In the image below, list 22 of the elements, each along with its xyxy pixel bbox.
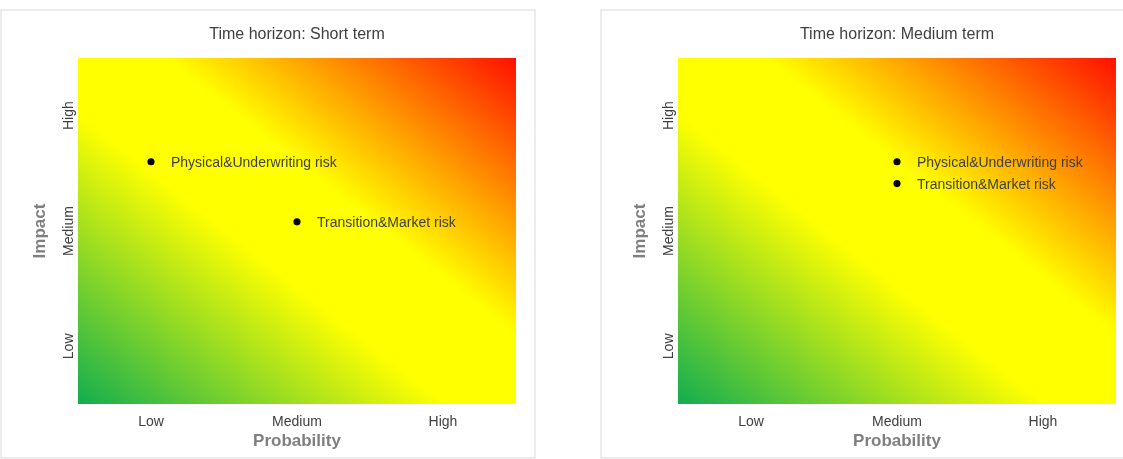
category-label: Medium [660,206,676,256]
category-label: Medium [60,206,76,256]
category-label: Low [660,333,676,360]
chart-title: Time horizon: Short term [209,25,385,42]
category-label: Low [60,333,76,360]
annotation: Transition&Market risk [917,175,1057,192]
category-label: High [660,101,676,131]
x-tick-label: Medium [872,413,922,429]
x-tick-label: High [1028,413,1058,429]
chart-title: Time horizon: Medium term [799,25,995,42]
x-axis-title: Probability [853,431,942,450]
annotation: Transition&Market risk [317,213,457,230]
x-tick-label: Medium [272,413,322,429]
annotation: Physical&Underwriting risk [917,153,1084,170]
x-tick-label: Low [138,413,165,429]
y-axis-title: Impact [30,203,49,259]
y-axis-title: Impact [630,203,649,259]
x-tick-label: Low [738,413,765,429]
x-tick-label: High [428,413,458,429]
annotation: Physical&Underwriting risk [171,153,338,170]
category-label: High [60,101,76,131]
x-axis-title: Probability [253,431,342,450]
